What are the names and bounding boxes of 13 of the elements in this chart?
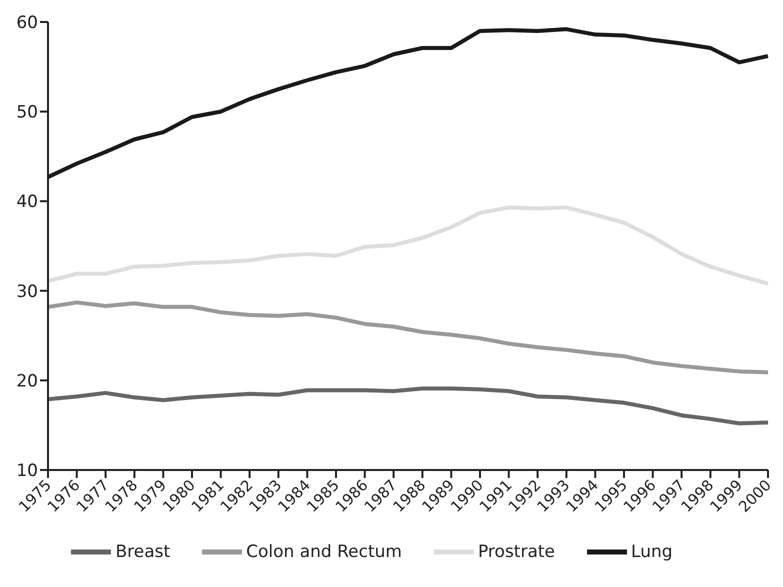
y-tick-label: 20 (16, 371, 38, 392)
legend-label: Prostrate (478, 542, 556, 562)
y-tick-label: 50 (16, 102, 38, 123)
y-tick-label: 30 (16, 282, 38, 302)
legend-label: Lung (631, 542, 673, 562)
y-tick-label: 60 (16, 13, 38, 34)
legend-label: Colon and Rectum (246, 542, 402, 562)
line-series (46, 300, 770, 374)
line-series (46, 205, 770, 286)
y-tick-label: 40 (16, 192, 38, 212)
y-tick-label: 10 (16, 461, 38, 482)
line-series (46, 386, 770, 426)
legend-label: Breast (115, 542, 170, 562)
